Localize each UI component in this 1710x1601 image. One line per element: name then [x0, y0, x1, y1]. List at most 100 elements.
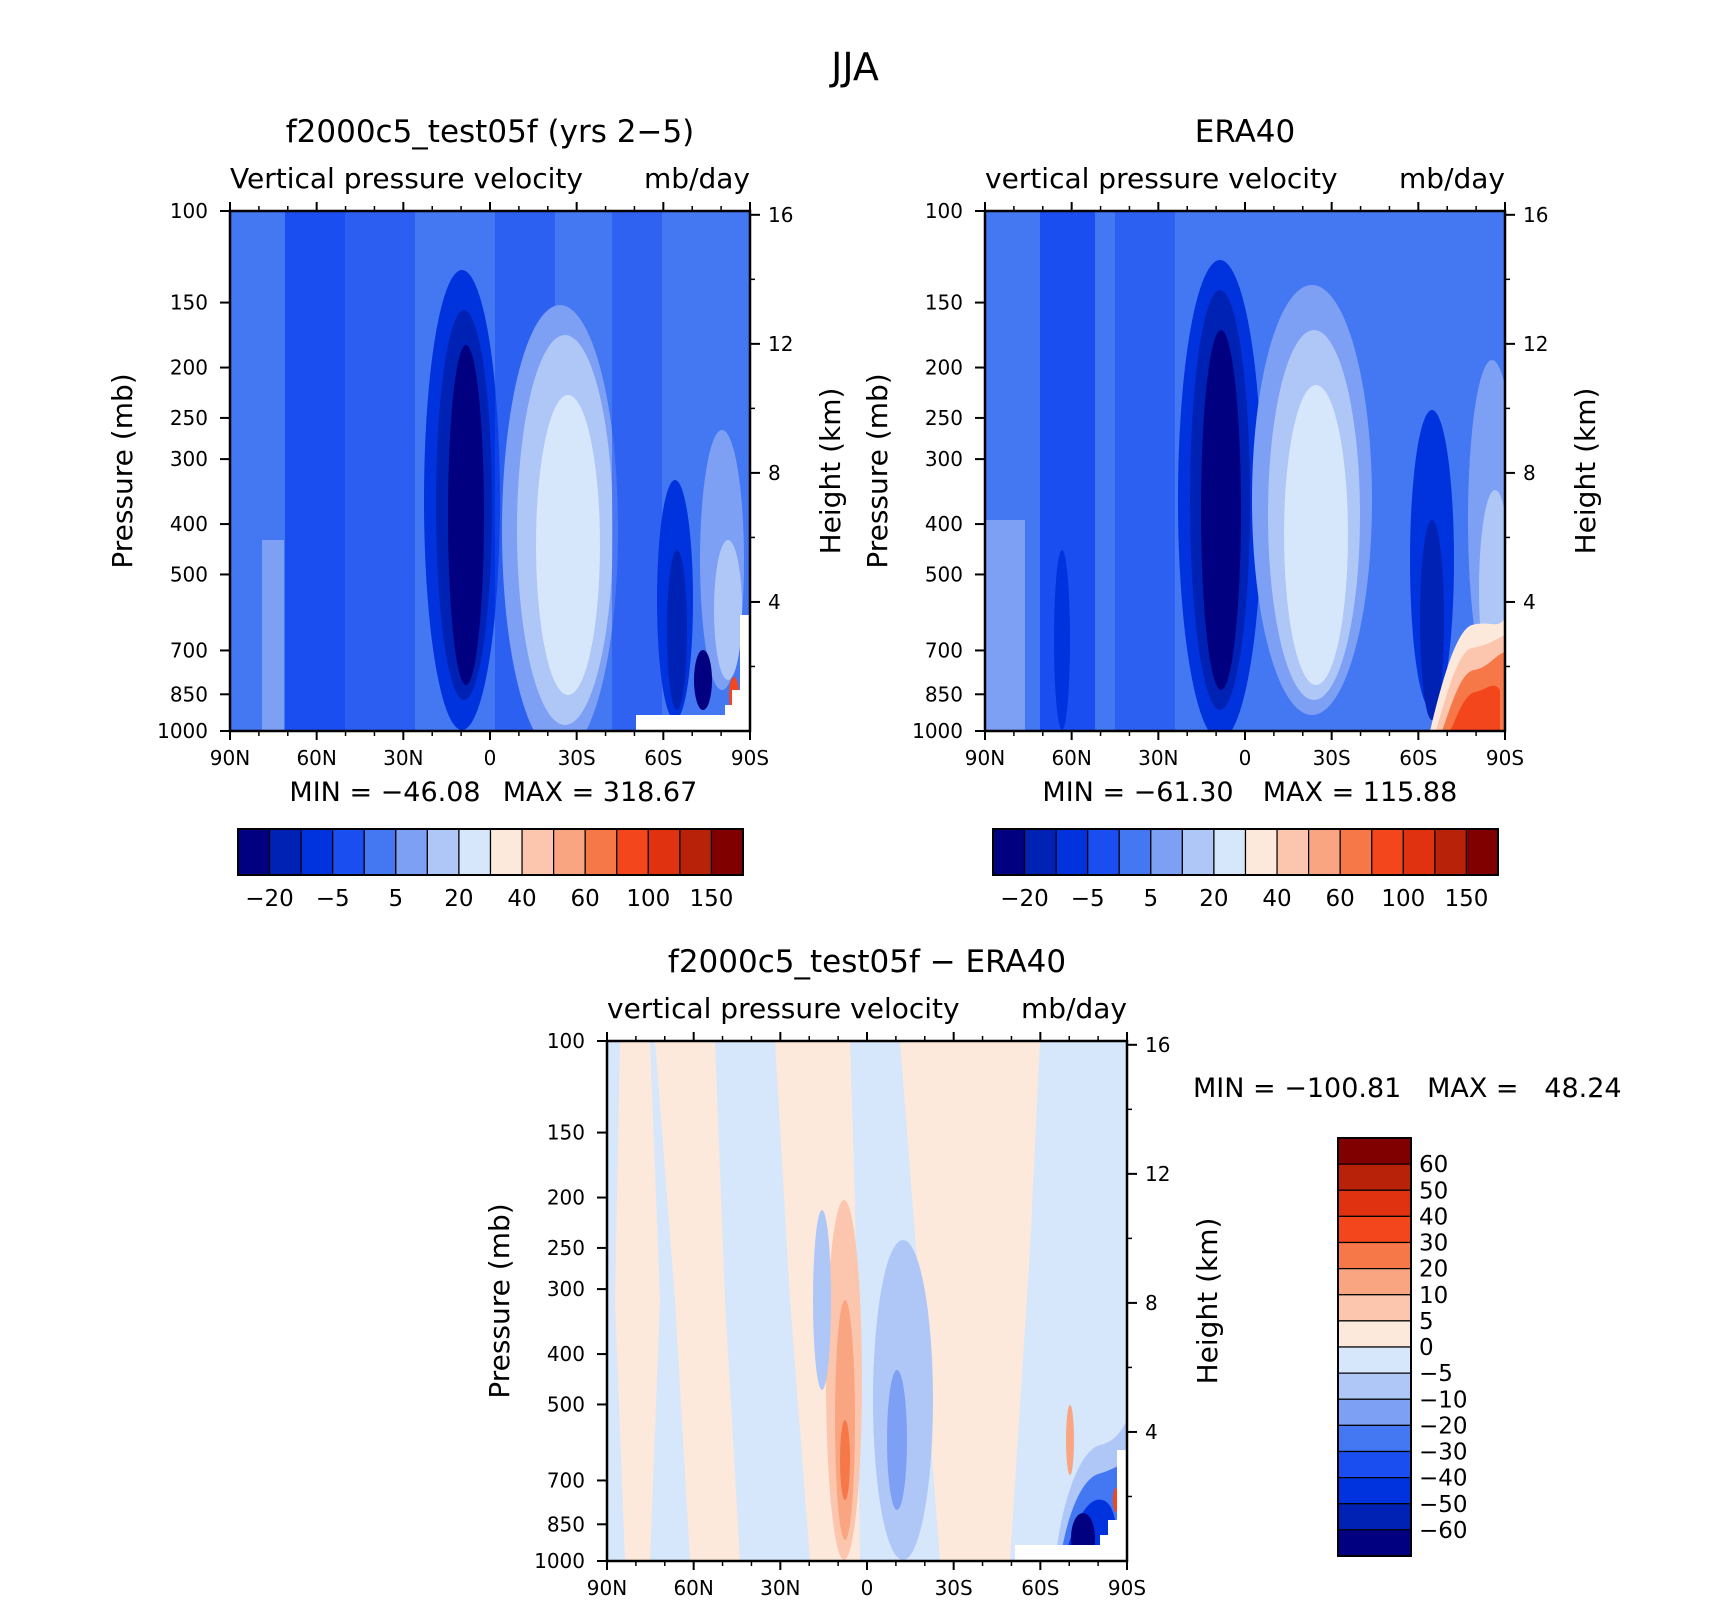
pressure-tick-label: 200	[170, 356, 208, 380]
x-tick-label: 30N	[1138, 746, 1178, 770]
x-tick-label: 90S	[1108, 1576, 1146, 1600]
panel-model-min: MIN = −46.08	[289, 777, 480, 808]
colorbar-label: 100	[626, 886, 670, 912]
colorbar-label: 50	[1419, 1178, 1448, 1204]
panel-obs-field	[985, 211, 1505, 731]
colorbar-swatch	[1337, 1398, 1412, 1426]
x-tick-label: 90N	[587, 1576, 627, 1600]
panel-diff-ylabel: Pressure (mb)	[483, 1203, 516, 1398]
field-cool-10s-core	[887, 1370, 907, 1510]
field-warm-band-20s	[900, 1041, 1040, 1561]
panel-obs-subtitle: vertical pressure velocity	[985, 162, 1338, 195]
field-descent-core	[536, 395, 600, 695]
height-tick-label: 12	[768, 332, 793, 356]
colorbar-label: 60	[1419, 1152, 1448, 1178]
colorbar-label: −30	[1419, 1440, 1468, 1466]
panel-diff-field	[607, 1041, 1127, 1561]
colorbar-label: −20	[245, 886, 294, 912]
colorbar-swatch	[1213, 828, 1247, 876]
colorbar-swatch	[1023, 828, 1057, 876]
panel-model-units: mb/day	[644, 162, 750, 195]
x-tick-label: 60S	[1399, 746, 1437, 770]
pressure-tick-label: 300	[925, 447, 963, 471]
height-tick-label: 16	[1523, 203, 1548, 227]
colorbar-label: 0	[1419, 1335, 1434, 1361]
panel-obs-max: MAX = 115.88	[1263, 777, 1458, 808]
colorbar-swatch	[363, 828, 397, 876]
colorbar-swatch	[1337, 1268, 1412, 1296]
panel-diff: f2000c5_test05f − ERA40 vertical pressur…	[483, 944, 1622, 1600]
colorbar-label: 20	[1419, 1257, 1448, 1283]
panel-model-axes: 90N 60N 30N 0 30S 60S 90S 100 150 200 250 300 400 500…	[157, 199, 793, 770]
panel-obs-colorbar: −20 −5 5 20 40 60 100 150	[992, 828, 1499, 912]
panel-obs-min: MIN = −61.30	[1042, 777, 1233, 808]
colorbar-swatch	[1337, 1346, 1412, 1374]
field-warm-band-55n	[655, 1041, 740, 1561]
x-tick-label: 60N	[296, 746, 336, 770]
colorbar-swatch	[1150, 828, 1183, 876]
colorbar-swatch	[395, 828, 428, 876]
panel-model-max: MAX = 318.67	[503, 777, 698, 808]
panel-obs: ERA40 vertical pressure velocity mb/day	[861, 114, 1602, 912]
field-ascent-core	[448, 345, 484, 685]
colorbar-swatch	[426, 828, 460, 876]
pressure-tick-label: 100	[925, 199, 963, 223]
colorbar-swatch	[1337, 1137, 1412, 1165]
panel-obs-y2label: Height (km)	[1569, 388, 1602, 555]
colorbar-label: 150	[1444, 886, 1488, 912]
panel-model-ylabel: Pressure (mb)	[106, 373, 139, 568]
colorbar-swatch	[1337, 1241, 1412, 1270]
pressure-tick-label: 1000	[534, 1549, 585, 1573]
pressure-tick-label: 500	[547, 1392, 585, 1416]
pressure-tick-label: 150	[547, 1121, 585, 1145]
colorbar-swatch	[489, 828, 523, 876]
colorbar-swatch	[992, 828, 1026, 876]
x-tick-label: 60N	[1051, 746, 1091, 770]
pressure-tick-label: 100	[170, 199, 208, 223]
colorbar-swatch	[1055, 828, 1089, 876]
field-band-60n-core	[1054, 550, 1070, 730]
height-tick-label: 16	[1145, 1033, 1170, 1057]
colorbar-label: 40	[507, 886, 536, 912]
colorbar-swatch	[647, 828, 681, 876]
pressure-tick-label: 200	[925, 356, 963, 380]
field-band-80n	[985, 520, 1025, 731]
pressure-tick-label: 1000	[912, 719, 963, 743]
colorbar-swatch	[1465, 828, 1499, 876]
height-tick-label: 8	[1145, 1291, 1158, 1315]
height-tick-label: 4	[1523, 590, 1536, 614]
colorbar-swatch	[1337, 1320, 1412, 1348]
colorbar-swatch	[710, 828, 744, 876]
colorbar-swatch	[584, 828, 618, 876]
colorbar-swatch	[458, 828, 492, 876]
colorbar-swatch	[1337, 1477, 1412, 1505]
colorbar-swatch	[1337, 1189, 1412, 1217]
colorbar-swatch	[268, 828, 302, 876]
pressure-tick-label: 150	[170, 291, 208, 315]
pressure-tick-label: 200	[547, 1186, 585, 1210]
pressure-tick-label: 300	[170, 447, 208, 471]
colorbar-swatch	[1337, 1529, 1412, 1557]
x-tick-label: 90S	[731, 746, 769, 770]
x-tick-label: 30S	[558, 746, 596, 770]
figure-title: JJA	[829, 45, 879, 89]
pressure-tick-label: 100	[547, 1029, 585, 1053]
height-tick-label: 12	[1145, 1162, 1170, 1186]
panel-obs-title: ERA40	[1195, 114, 1296, 150]
colorbar-label: −20	[1000, 886, 1049, 912]
pressure-tick-label: 700	[925, 638, 963, 662]
colorbar-label: −60	[1419, 1518, 1468, 1544]
panel-model-y2label: Height (km)	[814, 388, 847, 555]
colorbar-swatch	[1371, 828, 1404, 876]
colorbar-swatch	[1337, 1372, 1412, 1400]
colorbar-label: −5	[1419, 1361, 1453, 1387]
x-tick-label: 60N	[673, 1576, 713, 1600]
pressure-tick-label: 400	[547, 1342, 585, 1366]
field-ascent-core	[1201, 330, 1241, 690]
colorbar-label: −40	[1419, 1466, 1468, 1492]
field-band-40s	[612, 211, 662, 731]
x-tick-label: 30S	[1313, 746, 1351, 770]
field-band-60n	[285, 211, 345, 731]
